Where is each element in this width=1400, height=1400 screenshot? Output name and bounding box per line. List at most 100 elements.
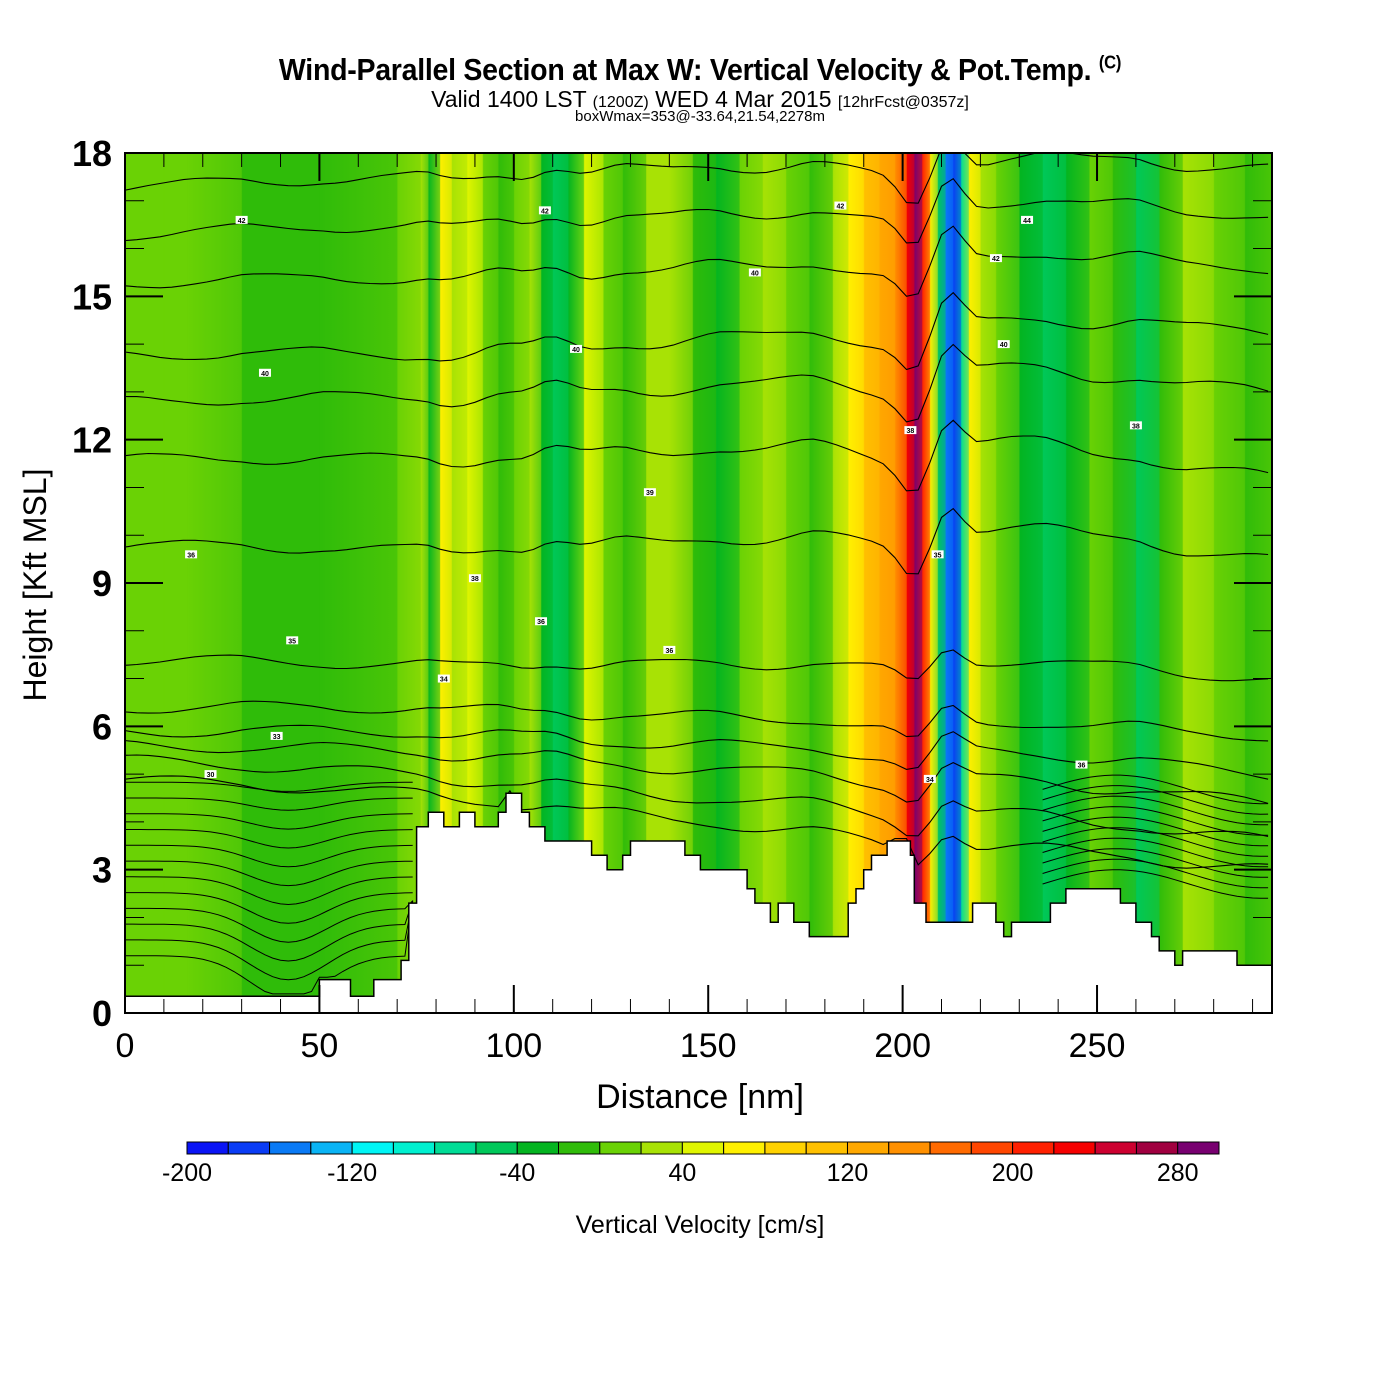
- theta-contour: [125, 649, 1269, 682]
- velocity-band: [1135, 153, 1160, 1013]
- contour-label-bg: [1075, 760, 1088, 769]
- colorbar-tick-label: 200: [992, 1159, 1034, 1187]
- velocity-band: [715, 153, 740, 1013]
- x-tick-label: 0: [116, 1027, 135, 1065]
- y-tick-label: 18: [72, 133, 112, 174]
- subtitle-valid: Valid 1400 LST: [431, 86, 587, 112]
- velocity-band: [428, 153, 441, 1013]
- velocity-band: [451, 153, 468, 1013]
- contour-label-text: 36: [537, 619, 545, 626]
- velocity-band: [809, 153, 834, 1013]
- contour-label-bg: [270, 731, 283, 740]
- velocity-band: [863, 153, 880, 1013]
- velocity-band: [995, 153, 1020, 1013]
- velocity-band: [968, 153, 981, 1013]
- velocity-band: [960, 153, 970, 1013]
- contour-label: 36: [185, 550, 198, 559]
- theta-contour: [125, 177, 1269, 244]
- velocity-band: [937, 153, 946, 1013]
- contour-label-bg: [834, 201, 847, 210]
- terrain: [124, 792, 1273, 1014]
- velocity-band: [1065, 153, 1090, 1013]
- contour-label: 38: [468, 574, 481, 583]
- contour-label: 42: [834, 201, 847, 211]
- theta-contour: [1042, 869, 1269, 899]
- velocity-band: [467, 153, 484, 1013]
- chart-title-text: Wind-Parallel Section at Max W: Vertical…: [278, 52, 1092, 87]
- theta-contour: [1042, 774, 1269, 805]
- x-tick-label: 50: [300, 1027, 338, 1065]
- theta-contour: [125, 860, 413, 887]
- colorbar-swatch: [929, 1141, 972, 1155]
- theta-contour: [125, 343, 1269, 423]
- velocity-band: [669, 153, 694, 1013]
- theta-contour: [125, 797, 413, 811]
- contour-label: 42: [538, 206, 551, 215]
- colorbar-swatch: [764, 1141, 807, 1155]
- contour-labels: 42 40 36 35 33 30 42 40 39 38 36 34 36 40 42 38 35 34 44 42…: [185, 201, 1142, 784]
- contour-label-bg: [468, 574, 481, 583]
- velocity-band: [1042, 153, 1067, 1013]
- velocity-band: [583, 153, 604, 1013]
- colorbar-swatch: [640, 1141, 683, 1155]
- velocity-band: [529, 153, 542, 1013]
- contour-label: 38: [904, 426, 917, 435]
- contour-label-text: 44: [1023, 218, 1031, 225]
- contour-label: 35: [931, 550, 944, 559]
- chart-title: Wind-Parallel Section at Max W: Vertical…: [56, 52, 1344, 88]
- theta-contour: [1042, 816, 1269, 847]
- contour-label: 33: [270, 731, 283, 741]
- x-axis-label: Distance [nm]: [596, 1078, 804, 1116]
- contour-label-bg: [258, 368, 271, 377]
- contour-label: 35: [286, 636, 299, 645]
- contour-label: 42: [235, 215, 248, 225]
- subtitle-forecast: [12hrFcst@0357z]: [837, 94, 969, 111]
- contour-label: 34: [437, 674, 450, 684]
- velocity-band: [879, 153, 896, 1013]
- contour-label: 30: [204, 770, 217, 779]
- terrain-shape: [124, 792, 1273, 1014]
- x-tick-label: 200: [874, 1027, 931, 1065]
- contour-label: 36: [663, 645, 676, 655]
- velocity-band: [832, 153, 849, 1013]
- colorbar-swatch: [723, 1141, 766, 1155]
- velocity-band: [1159, 153, 1184, 1013]
- velocity-band: [953, 153, 962, 1013]
- velocity-band: [1182, 153, 1215, 1013]
- velocity-band: [603, 153, 624, 1013]
- theta-contour: [125, 419, 1269, 492]
- colorbar-swatch: [186, 1141, 229, 1155]
- velocity-band: [692, 153, 717, 1013]
- theta-contour: [125, 876, 413, 906]
- contour-label-bg: [286, 636, 299, 645]
- x-tick-label: 150: [680, 1027, 737, 1065]
- colorbar-tick-label: 280: [1157, 1159, 1199, 1187]
- contour-label-text: 35: [288, 638, 296, 645]
- theta-contour: [125, 829, 413, 849]
- contour-label-text: 36: [665, 648, 673, 655]
- colorbar-swatch: [310, 1141, 353, 1155]
- contour-label: 39: [643, 488, 656, 497]
- contour-label-bg: [1129, 421, 1142, 430]
- velocity-band: [163, 153, 188, 1013]
- velocity-band: [1089, 153, 1114, 1013]
- velocity-band: [922, 153, 931, 1013]
- velocity-band: [420, 153, 429, 1013]
- contour-label-bg: [931, 550, 944, 559]
- colorbar-swatch: [970, 1141, 1014, 1155]
- contour-label-text: 33: [273, 734, 281, 741]
- contour-label-text: 40: [751, 270, 759, 277]
- colorbar-swatch: [227, 1141, 271, 1155]
- colorbar-tick-label: -40: [499, 1159, 535, 1187]
- velocity-band: [646, 153, 670, 1013]
- theta-contour: [125, 507, 1269, 575]
- theta-contour: [125, 775, 1269, 869]
- colorbar-swatch: [1177, 1141, 1220, 1155]
- contour-label-bg: [643, 488, 656, 497]
- velocity-band: [568, 153, 585, 1013]
- chart-subtitle: Valid 1400 LST (1200Z) WED 4 Mar 2015 [1…: [0, 86, 1400, 113]
- theta-contour: [1042, 848, 1269, 878]
- contour-label-bg: [185, 550, 198, 559]
- contour-label: 44: [1021, 215, 1034, 225]
- colorbar-swatch: [1053, 1141, 1096, 1155]
